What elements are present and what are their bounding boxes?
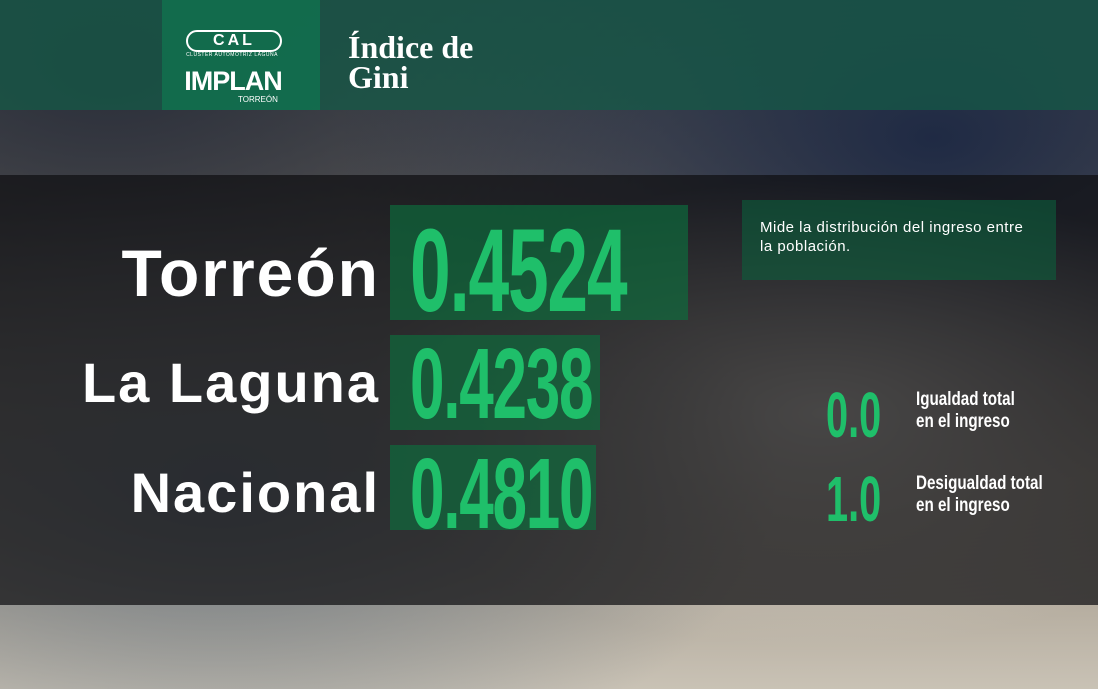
scale-text: en el ingreso [916,495,1010,516]
place-name: La Laguna [81,351,380,414]
logo-box [162,0,320,110]
title-line: Gini [348,59,409,95]
title-line: Índice de [348,29,474,65]
logo-mark: CAL [186,30,282,52]
logo-subtitle: CLÚSTER AUTOMOTRIZ LAGUNA [186,52,278,58]
brand: IMPLAN [184,66,283,96]
value-box [390,205,688,320]
scale-value: 0.0 [826,379,882,451]
title: Índice de Gini [348,29,474,95]
scale-text: en el ingreso [916,411,1010,432]
scale-value: 1.0 [826,463,882,535]
gini-value: 0.4524 [410,205,628,337]
description-box [742,200,1056,280]
value-box [390,445,596,530]
gini-value: 0.4810 [410,438,593,550]
place-name: Torreón [121,236,380,310]
place-name: Nacional [130,461,380,524]
value-box [390,335,600,430]
brand-city: TORREÓN [238,95,278,104]
scale-text: Igualdad total [916,389,1015,410]
scale-text: Desigualdad total [916,473,1043,494]
gini-value: 0.4238 [410,328,593,440]
description: Mide la distribución del ingreso entre l… [760,219,1024,255]
